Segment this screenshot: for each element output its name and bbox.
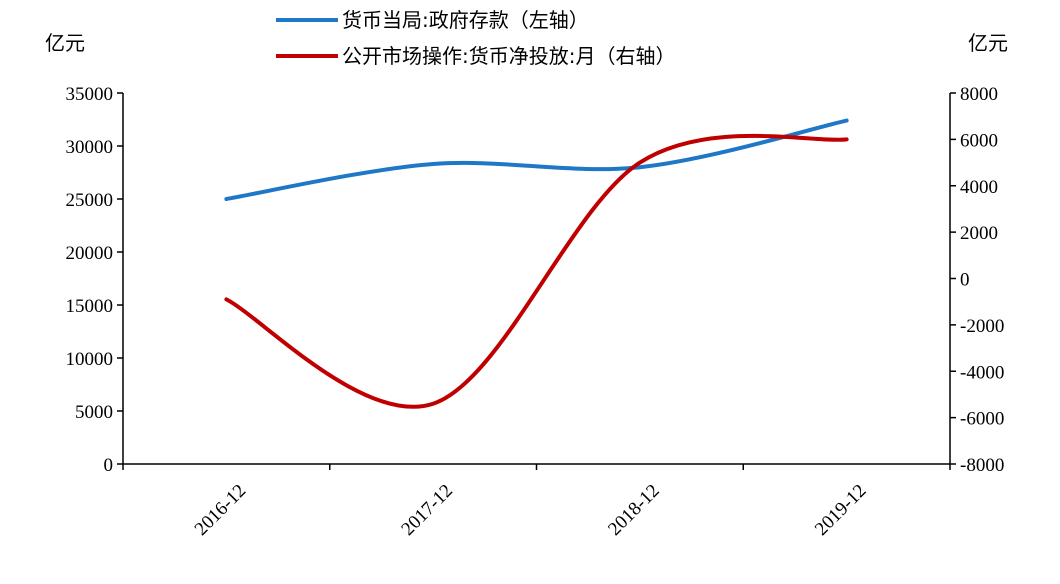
right-axis-unit: 亿元 [968, 31, 1008, 55]
x-tick-label: 2016-12 [191, 480, 251, 540]
left-axis-unit: 亿元 [45, 31, 85, 55]
left-tick-label: 5000 [75, 402, 113, 423]
left-tick-label: 35000 [66, 84, 114, 105]
left-tick-label: 10000 [66, 349, 114, 370]
right-tick-label: 2000 [960, 223, 998, 244]
series-line-1 [224, 133, 849, 409]
left-tick-label: 15000 [66, 296, 114, 317]
x-tick-label: 2017-12 [397, 480, 457, 540]
right-tick-label: -6000 [960, 409, 1004, 430]
series-line-0 [224, 118, 849, 201]
left-tick-label: 25000 [66, 190, 114, 211]
right-tick-label: -4000 [960, 362, 1004, 383]
legend: 货币当局:政府存款（左轴） 公开市场操作:货币净投放:月（右轴） [276, 8, 675, 68]
right-tick-label: 0 [960, 270, 970, 291]
right-tick-label: -8000 [960, 455, 1004, 476]
left-tick-label: 0 [104, 455, 114, 476]
right-tick-label: 4000 [960, 177, 998, 198]
legend-label-0: 货币当局:政府存款（左轴） [342, 8, 589, 32]
left-tick-label: 30000 [66, 137, 114, 158]
right-tick-label: 8000 [960, 84, 998, 105]
axes: 05000100001500020000250003000035000-8000… [66, 84, 1005, 540]
legend-label-1: 公开市场操作:货币净投放:月（右轴） [342, 44, 675, 68]
right-tick-label: 6000 [960, 130, 998, 151]
plot-area [224, 118, 849, 409]
right-tick-label: -2000 [960, 316, 1004, 337]
left-tick-label: 20000 [66, 243, 114, 264]
x-tick-label: 2019-12 [811, 480, 871, 540]
x-tick-label: 2018-12 [604, 480, 664, 540]
